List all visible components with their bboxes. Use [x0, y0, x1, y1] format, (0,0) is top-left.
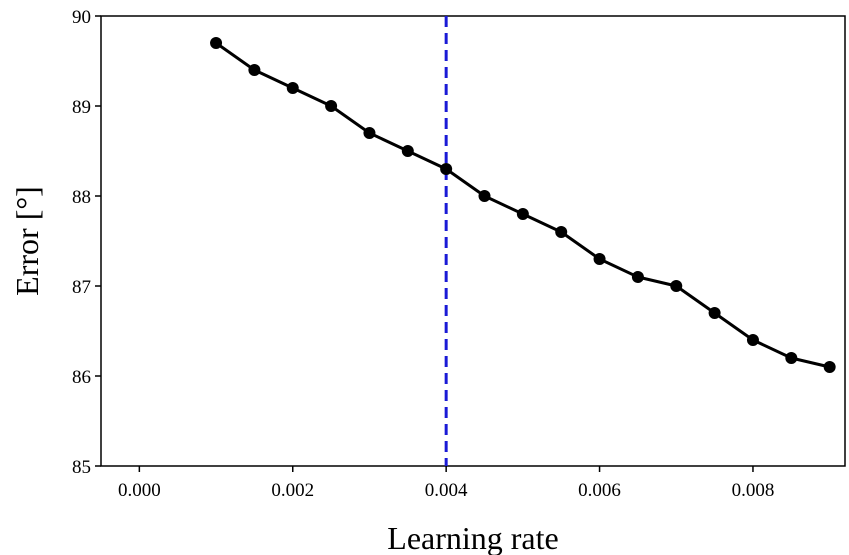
y-tick-label: 87 — [72, 277, 91, 298]
x-tick-label: 0.006 — [578, 480, 621, 501]
data-point — [440, 163, 453, 175]
data-point — [478, 190, 491, 202]
data-point — [785, 352, 798, 364]
x-axis: 0.000 0.002 0.004 0.006 0.008 — [118, 466, 774, 501]
data-point — [325, 100, 338, 112]
y-axis: 85 86 87 88 89 90 — [72, 7, 101, 478]
data-point — [516, 208, 529, 220]
y-tick-label: 88 — [72, 187, 91, 208]
data-point — [286, 82, 299, 94]
data-point — [593, 253, 606, 265]
y-tick-label: 85 — [72, 457, 91, 478]
data-point — [363, 127, 376, 139]
x-tick-label: 0.002 — [271, 480, 314, 501]
y-tick-label: 86 — [72, 367, 91, 388]
data-point — [401, 145, 414, 157]
series-line — [215, 41, 831, 369]
y-axis-title: Error [°] — [9, 186, 45, 296]
plot-area — [100, 15, 846, 467]
data-point — [210, 37, 223, 49]
x-tick-label: 0.004 — [425, 480, 468, 501]
y-tick-label: 89 — [72, 97, 91, 118]
x-tick-label: 0.000 — [118, 480, 161, 501]
data-point — [708, 307, 721, 319]
x-tick-label: 0.008 — [732, 480, 775, 501]
data-point — [555, 226, 568, 238]
data-point — [823, 361, 836, 373]
x-axis-title: Learning rate — [387, 520, 558, 555]
series-layer — [210, 37, 836, 373]
data-point — [670, 280, 683, 292]
y-tick-label: 90 — [72, 7, 91, 28]
data-point — [248, 64, 261, 76]
data-point — [631, 271, 644, 283]
data-point — [746, 334, 759, 346]
